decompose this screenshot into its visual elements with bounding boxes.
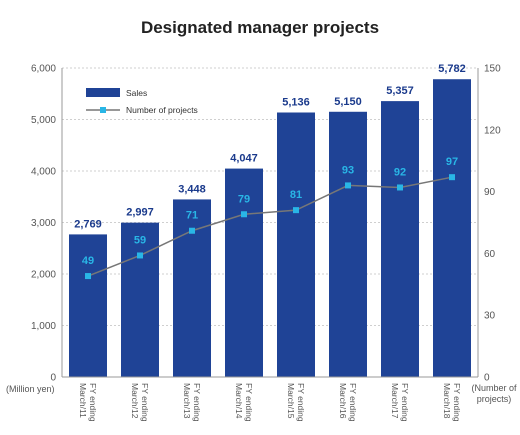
y-left-tick-label: 4,000 xyxy=(31,167,56,178)
y-right-unit-label: (Number of xyxy=(471,383,517,393)
sales-bar xyxy=(69,234,107,377)
x-category-label-line: FY ending xyxy=(88,383,98,422)
y-right-tick-label: 120 xyxy=(484,125,501,136)
y-right-tick-label: 90 xyxy=(484,187,496,198)
projects-marker xyxy=(449,174,455,181)
x-category-label-line: FY ending xyxy=(348,383,358,422)
projects-value-label: 79 xyxy=(238,193,250,205)
sales-value-label: 5,357 xyxy=(386,85,414,97)
sales-bar xyxy=(225,168,263,377)
x-category-label-line: March/15 xyxy=(286,383,296,419)
y-left-tick-label: 0 xyxy=(50,373,56,384)
projects-marker xyxy=(85,273,91,280)
x-category-label-line: March/12 xyxy=(130,383,140,419)
line-series: 49 59 71 79 81 93 92 97 xyxy=(82,156,458,280)
projects-marker xyxy=(293,207,299,214)
y-left-tick-label: 5,000 xyxy=(31,115,56,126)
sales-value-label: 5,150 xyxy=(334,96,362,108)
x-category-label-line: March/11 xyxy=(78,383,88,418)
projects-value-label: 59 xyxy=(134,234,146,246)
sales-value-label: 5,782 xyxy=(438,63,466,75)
x-category-label-line: FY ending xyxy=(244,383,254,422)
x-category-label-line: FY ending xyxy=(296,383,306,422)
y-left-tick-label: 6,000 xyxy=(31,64,56,75)
projects-value-label: 93 xyxy=(342,164,354,176)
chart-title: Designated manager projects xyxy=(141,18,379,37)
y-right-tick-label: 150 xyxy=(484,64,501,75)
projects-value-label: 97 xyxy=(446,156,458,168)
projects-value-label: 71 xyxy=(186,210,198,222)
projects-marker xyxy=(241,211,247,218)
x-category-label-line: March/16 xyxy=(338,383,348,419)
legend-projects-label: Number of projects xyxy=(126,105,198,115)
sales-bar xyxy=(121,222,159,377)
x-category-label-line: March/18 xyxy=(442,383,452,419)
projects-value-label: 49 xyxy=(82,255,94,267)
y-left-unit-label: (Million yen) xyxy=(6,384,55,394)
y-right-tick-label: 60 xyxy=(484,249,496,260)
sales-value-label: 2,769 xyxy=(74,218,102,230)
sales-bar xyxy=(433,79,471,378)
projects-value-label: 92 xyxy=(394,166,406,178)
x-category-label-line: March/17 xyxy=(390,383,400,419)
projects-value-label: 81 xyxy=(290,189,302,201)
x-category-label-line: FY ending xyxy=(192,383,202,422)
legend-projects-marker xyxy=(100,107,106,113)
axes: 0 1,000 2,000 3,000 4,000 5,000 6,000 0 30 60 90 12… xyxy=(6,64,517,422)
y-right-unit-label: projects) xyxy=(477,394,512,404)
projects-marker xyxy=(189,227,195,234)
sales-value-label: 5,136 xyxy=(282,96,310,108)
sales-bar xyxy=(329,111,367,378)
projects-marker xyxy=(137,252,143,259)
projects-marker xyxy=(397,184,403,191)
sales-value-label: 3,448 xyxy=(178,183,206,195)
y-right-tick-label: 30 xyxy=(484,311,496,322)
x-category-label-line: FY ending xyxy=(400,383,410,422)
x-category-label-line: March/13 xyxy=(182,383,192,419)
y-left-tick-label: 2,000 xyxy=(31,270,56,281)
y-left-tick-label: 3,000 xyxy=(31,218,56,229)
x-category-label-line: FY ending xyxy=(140,383,150,422)
x-category-label-line: March/14 xyxy=(234,383,244,419)
bar-series: 2,769 2,997 3,448 4,047 5,136 5,150 5,357 5,782 xyxy=(69,63,471,378)
projects-marker xyxy=(345,182,351,189)
legend: Sales Number of projects xyxy=(86,88,198,115)
y-left-tick-label: 1,000 xyxy=(31,321,56,332)
sales-bar xyxy=(381,101,419,377)
y-right-tick-label: 0 xyxy=(484,373,490,384)
sales-value-label: 4,047 xyxy=(230,153,258,165)
projects-line xyxy=(87,176,453,277)
x-category-label-line: FY ending xyxy=(452,383,462,422)
sales-bar xyxy=(277,112,315,377)
legend-sales-label: Sales xyxy=(126,88,147,98)
sales-value-label: 2,997 xyxy=(126,207,154,219)
legend-sales-swatch xyxy=(86,88,120,97)
